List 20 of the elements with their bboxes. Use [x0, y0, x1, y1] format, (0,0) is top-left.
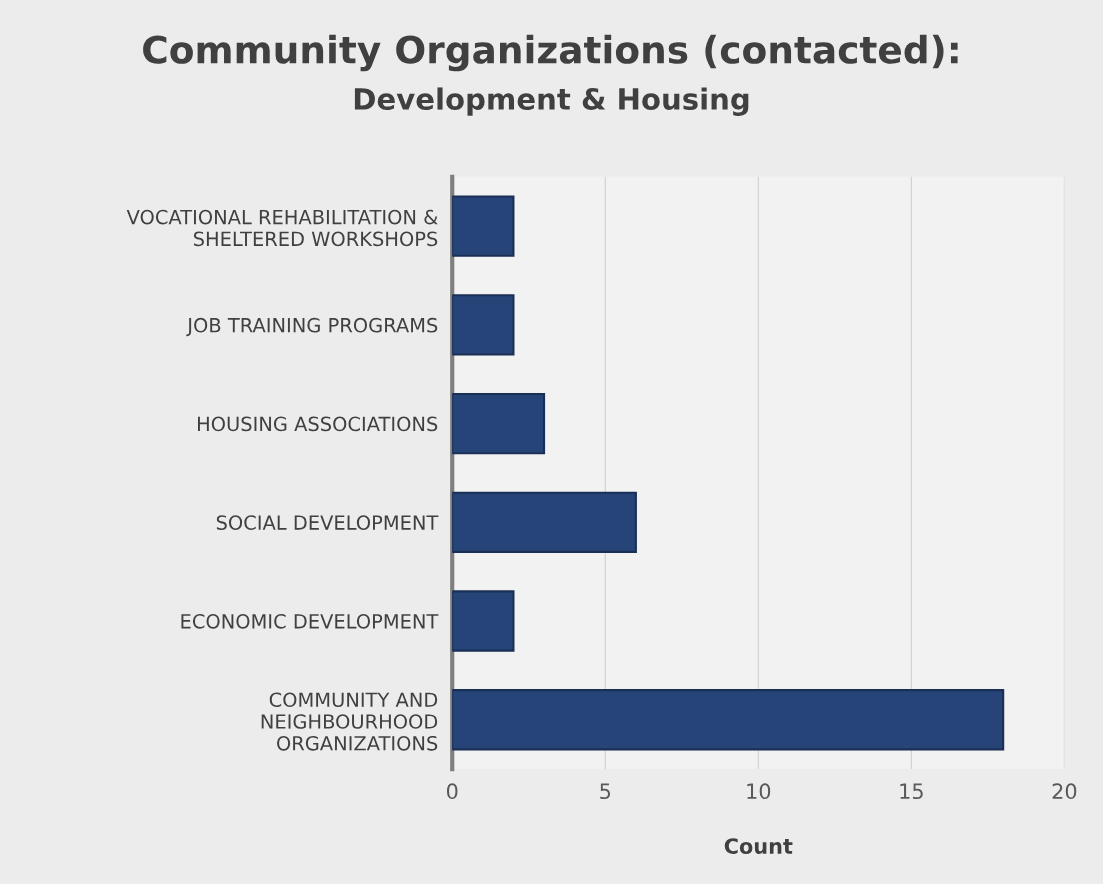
x-tick-label: 0	[446, 783, 458, 800]
bar	[452, 195, 515, 257]
y-tick-label: COMMUNITY AND NEIGHBOURHOOD ORGANIZATIONS	[261, 692, 438, 751]
y-tick-label: SOCIAL DEVELOPMENT	[216, 515, 439, 530]
bar	[452, 491, 637, 553]
x-axis-title: Count	[724, 838, 793, 854]
y-tick-label: VOCATIONAL REHABILITATION & SHELTERED WORKSHOPS	[126, 209, 438, 247]
bar	[452, 294, 515, 356]
x-tick-label: 15	[900, 783, 923, 800]
x-tick-label: 10	[747, 783, 771, 800]
chart-title: Community Organizations (contacted):	[143, 34, 958, 72]
y-tick-label: HOUSING ASSOCIATIONS	[198, 416, 438, 432]
bar	[452, 590, 515, 652]
x-tick-label: 20	[1052, 783, 1077, 800]
bar	[452, 392, 546, 455]
x-tick-label: 5	[600, 783, 611, 800]
y-tick-label: ECONOMIC DEVELOPMENT	[181, 613, 439, 629]
chart-subtitle: Development & Housing	[354, 87, 749, 116]
bar	[452, 689, 1005, 751]
y-tick-label: JOB TRAINING PROGRAMS	[186, 317, 438, 337]
